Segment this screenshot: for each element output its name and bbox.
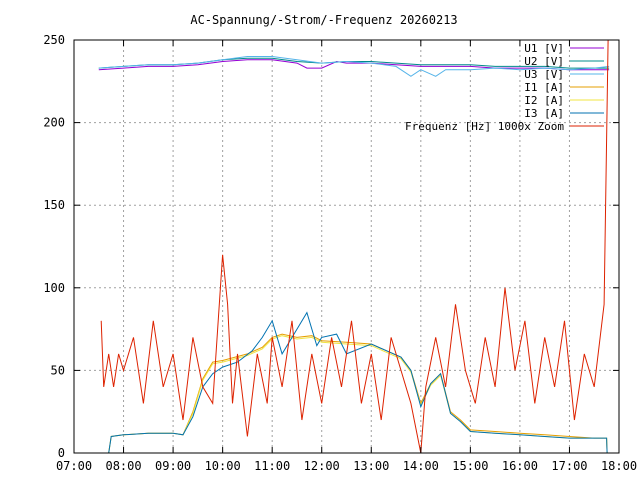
- x-tick-label: 18:00: [601, 459, 637, 473]
- x-tick-label: 14:00: [403, 459, 439, 473]
- y-tick-label: 50: [51, 363, 65, 377]
- x-tick-label: 08:00: [105, 459, 141, 473]
- x-tick-label: 13:00: [353, 459, 389, 473]
- grid-lines: [74, 40, 619, 453]
- legend-label: U3 [V]: [524, 68, 564, 81]
- series-line-2: [98, 56, 610, 77]
- legend-label: I3 [A]: [524, 107, 564, 120]
- y-tick-label: 100: [43, 281, 65, 295]
- y-tick-label: 0: [58, 446, 65, 460]
- x-tick-label: 15:00: [452, 459, 488, 473]
- y-tick-label: 200: [43, 116, 65, 130]
- legend-label: I1 [A]: [524, 81, 564, 94]
- x-tick-label: 12:00: [304, 459, 340, 473]
- series-line-5: [108, 311, 608, 454]
- series-lines: [98, 39, 610, 454]
- x-tick-label: 10:00: [205, 459, 241, 473]
- x-tick-label: 17:00: [551, 459, 587, 473]
- legend-label: I2 [A]: [524, 94, 564, 107]
- legend-label: U1 [V]: [524, 42, 564, 55]
- axis-ticks: 07:00 08:00 09:00 10:00 11:00 12:00 13:00 14:00…: [43, 33, 637, 473]
- legend: U1 [V]U2 [V]U3 [V]I1 [A]I2 [A]I3 [A]Freq…: [405, 42, 604, 133]
- legend-label: Frequenz [Hz] 1000x Zoom: [405, 120, 564, 133]
- x-tick-label: 11:00: [254, 459, 290, 473]
- y-tick-label: 150: [43, 198, 65, 212]
- x-tick-label: 09:00: [155, 459, 191, 473]
- chart-title: AC-Spannung/-Strom/-Frequenz 20260213: [190, 13, 457, 27]
- x-tick-label: 07:00: [56, 459, 92, 473]
- legend-label: U2 [V]: [524, 55, 564, 68]
- y-tick-label: 250: [43, 33, 65, 47]
- x-tick-label: 16:00: [502, 459, 538, 473]
- series-line-6: [100, 39, 609, 454]
- plot-frame: [73, 39, 620, 454]
